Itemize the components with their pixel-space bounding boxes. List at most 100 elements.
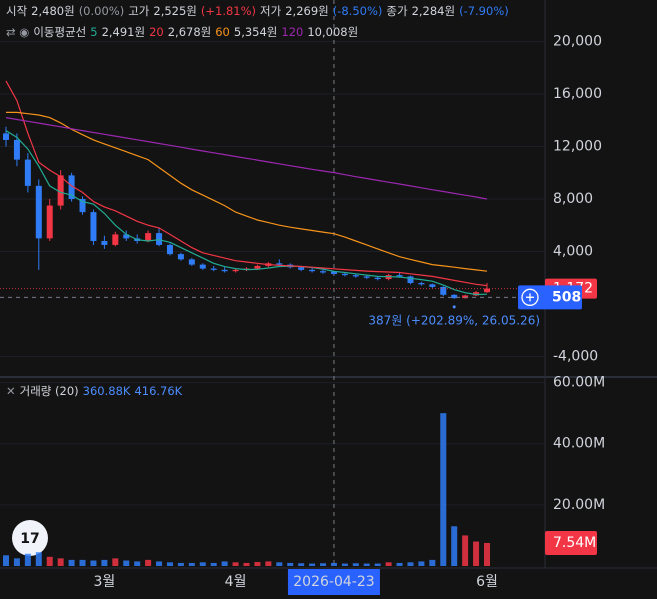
legend-change: (0.00%) [78,4,125,18]
y-tick-label: 20.00M [553,497,605,513]
volume-bar [254,562,261,566]
volume-bar [265,561,272,566]
low-marker [452,305,456,309]
candle-body [35,185,42,239]
volume-last-box [545,530,597,555]
volume-bar [3,555,9,566]
candle-body [90,212,97,241]
legend-label: 저가 [260,4,282,18]
volume-bar [429,559,436,566]
volume-bar [210,562,217,566]
y-tick-label: 4,000 [553,243,593,259]
volume-bar [363,563,370,566]
add-button [521,288,539,306]
candle-body [330,271,337,275]
candle-body [254,265,261,269]
candle-body [352,275,359,277]
ma-value: 10,008원 [307,25,359,39]
x-tick-label: 3월 [93,574,115,590]
volume-bar [145,559,152,566]
legend-value: 2,284원 [411,4,456,18]
volume-legend-value: 416.76K [134,384,183,398]
logo: 17 [12,520,48,556]
volume-bar [385,562,392,566]
volume-bar [396,562,403,566]
candle-body [46,205,53,239]
candle-body [3,133,9,140]
x-tick-label: 6월 [476,574,498,590]
volume-bar [13,558,20,566]
y-tick-label: 60.00M [553,375,605,391]
y-tick-label: 8,000 [553,191,593,207]
y-tick-label: 16,000 [553,86,602,102]
candle-body [309,269,316,272]
volume-bar [35,552,42,566]
ma-value: 2,491원 [101,25,146,39]
volume-bar [374,563,381,566]
ma-legend: ⇄ ◉ 이동평균선 5 2,491원 20 2,678원 60 5,354원 120 10,008… [6,24,362,40]
candle-body [418,282,425,285]
add-icon [526,293,534,302]
legend-label: 시작 [6,4,28,18]
candle-body [298,267,305,270]
ma-value: 5,354원 [233,25,278,39]
volume-bar [276,562,283,566]
volume-bar [418,561,425,566]
candle-body [199,264,206,269]
candle-body [166,244,173,255]
ma-period: 120 [281,25,304,39]
candle-body [374,277,381,280]
x-tick-label: 4월 [225,574,247,590]
ma-line [5,130,488,296]
volume-bar [451,526,458,566]
candle-body [188,259,195,265]
ma-line [6,111,488,272]
volume-bar [166,562,173,566]
volume-last-label: 7.54M [553,535,596,551]
svg-text:17: 17 [20,531,39,547]
candle-body [177,254,184,260]
volume-bar [309,563,316,566]
volume-bar [352,563,359,566]
low-annotation: 387원 (+202.89%, 26.05.26) [368,313,540,327]
volume-bar [46,556,53,566]
candle-body [57,175,64,206]
volume-bar [320,563,327,566]
legend-change: (-8.50%) [332,4,383,18]
legend-value: 2,525원 [153,4,197,18]
volume-bar [462,535,469,566]
volume-bar [287,562,294,566]
candle-body [473,292,480,296]
legend-value: 2,269원 [285,4,329,18]
volume-bar [341,563,348,566]
ma-line [5,80,488,287]
cursor-price-box [518,285,582,310]
icon: ⇄ ◉ [6,25,30,39]
candle-body [341,273,348,276]
candle-body [123,234,130,239]
candle-body [221,269,228,272]
volume-bar [68,559,75,566]
icon: ✕ [6,384,16,398]
volume-bar [79,559,86,566]
ma-period: 5 [90,25,98,39]
volume-bar [24,553,31,566]
volume-bar [199,562,206,566]
ohlc-legend: 시작 2,480원 (0.00%) 고가 2,525원 (+1.81%) 저가 2,269원(… [6,3,513,19]
volume-bar [407,562,414,566]
candle-body [363,276,370,278]
cursor-price-label: 508 [552,289,581,305]
volume-bar [134,561,141,566]
ma-title: 이동평균선 [33,25,87,39]
volume-bar [177,562,184,566]
candle-body [145,233,152,241]
candle-body [24,159,31,186]
candle-body [68,175,75,199]
y-tick-label: 20,000 [553,34,602,50]
volume-bar [188,562,195,566]
ma-period: 60 [215,25,230,39]
volume-legend: ✕ 거래량 (20) 360.88K 416.76K [6,383,186,399]
candle-body [407,276,414,283]
